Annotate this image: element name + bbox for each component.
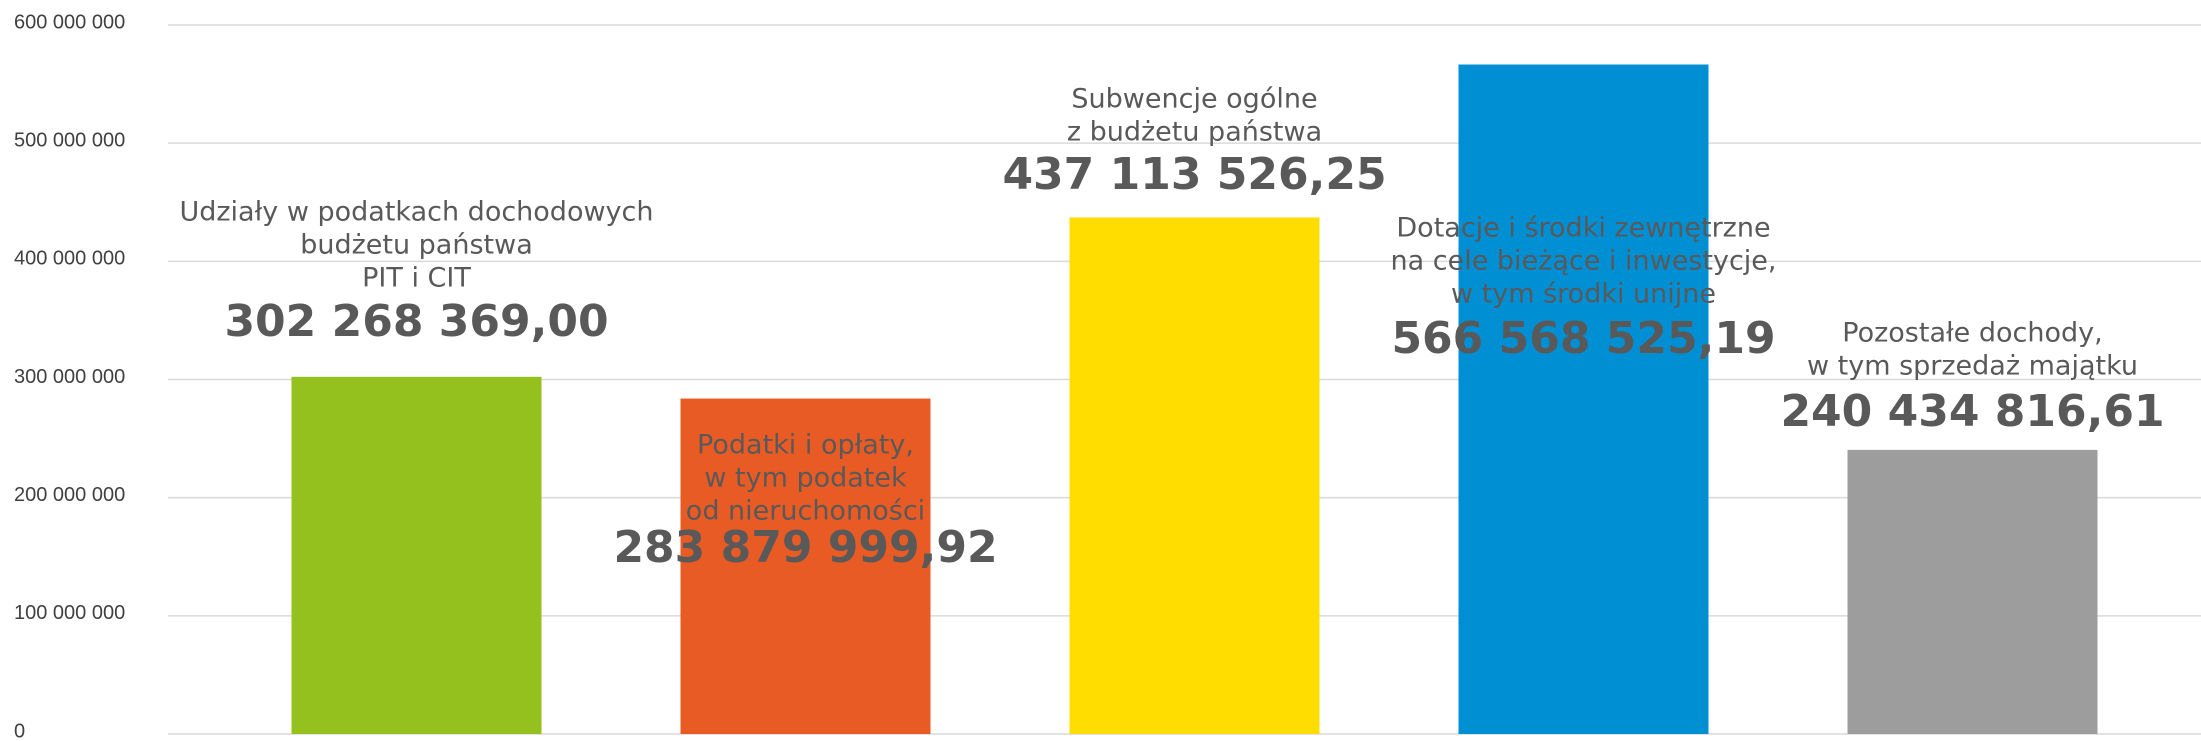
category-label: z budżetu państwa (1067, 117, 1322, 148)
value-label: 566 568 525,19 (1391, 313, 1775, 364)
y-tick-label: 0 (14, 720, 25, 741)
value-label: 283 879 999,92 (613, 522, 997, 573)
category-label: na cele bieżące i inwestycje, (1391, 246, 1777, 277)
bar (292, 377, 542, 734)
value-label: 240 434 816,61 (1780, 386, 2164, 437)
y-tick-label: 100 000 000 (14, 602, 125, 624)
category-label: w tym sprzedaż majątku (1807, 351, 2138, 382)
category-label: w tym środki unijne (1451, 279, 1716, 310)
bar (1848, 450, 2098, 734)
y-tick-label: 400 000 000 (14, 248, 125, 270)
y-tick-label: 200 000 000 (14, 484, 125, 506)
y-tick-label: 500 000 000 (14, 129, 125, 151)
value-label: 302 268 369,00 (224, 296, 608, 347)
y-tick-label: 300 000 000 (14, 366, 125, 388)
category-label: Subwencje ogólne (1071, 84, 1317, 115)
category-label: w tym podatek (704, 463, 907, 494)
chart: 0 100 000 000 200 000 000 300 000 000 400 00… (0, 0, 2201, 741)
category-label: Podatki i opłaty, (697, 430, 914, 461)
y-tick-label: 600 000 000 (14, 11, 125, 33)
category-label: Udziały w podatkach dochodowych (179, 197, 653, 228)
bar (1459, 65, 1709, 734)
value-label: 437 113 526,25 (1002, 149, 1386, 200)
category-label: Pozostałe dochody, (1842, 318, 2102, 349)
category-label: budżetu państwa (300, 230, 533, 261)
category-label: PIT i CIT (362, 263, 471, 294)
category-label: Dotacje i środki zewnętrzne (1396, 213, 1770, 244)
bar (1070, 217, 1320, 734)
